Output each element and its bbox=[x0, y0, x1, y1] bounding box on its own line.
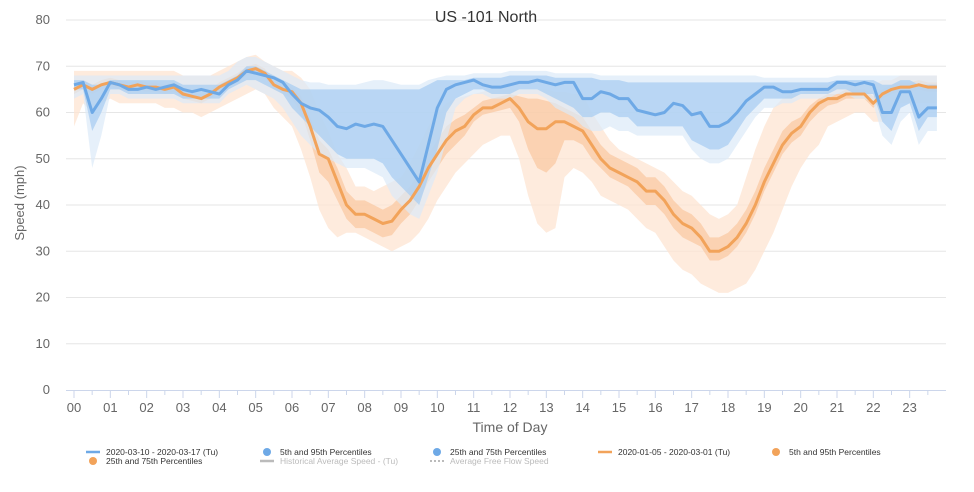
legend-label: 25th and 75th Percentiles bbox=[450, 447, 546, 457]
x-tick-label: 01 bbox=[103, 400, 117, 415]
band-orange-25-75 bbox=[74, 63, 937, 261]
y-tick-label: 10 bbox=[36, 336, 50, 351]
chart-title: US -101 North bbox=[435, 9, 537, 26]
y-tick-label: 20 bbox=[36, 290, 50, 305]
y-tick-label: 0 bbox=[43, 382, 50, 397]
y-tick-label: 70 bbox=[36, 58, 50, 73]
series-lines bbox=[73, 67, 937, 253]
x-tick-label: 16 bbox=[648, 400, 662, 415]
x-tick-label: 20 bbox=[793, 400, 807, 415]
x-tick-label: 22 bbox=[866, 400, 880, 415]
line-blue-series bbox=[73, 69, 937, 184]
y-tick-label: 40 bbox=[36, 197, 50, 212]
x-tick-label: 03 bbox=[176, 400, 190, 415]
x-tick-label: 04 bbox=[212, 400, 226, 415]
band-blue-25-75 bbox=[74, 66, 937, 205]
legend-label: 5th and 95th Percentiles bbox=[789, 447, 881, 457]
x-tick-label: 00 bbox=[67, 400, 81, 415]
x-tick-label: 08 bbox=[357, 400, 371, 415]
x-tick-label: 17 bbox=[684, 400, 698, 415]
legend-label: Average Free Flow Speed bbox=[450, 456, 549, 466]
legend-label: 2020-01-05 - 2020-03-01 (Tu) bbox=[618, 447, 730, 457]
x-tick-label: 02 bbox=[139, 400, 153, 415]
y-tick-label: 60 bbox=[36, 105, 50, 120]
legend-label: 25th and 75th Percentiles bbox=[106, 456, 202, 466]
legend-label: Historical Average Speed - (Tu) bbox=[280, 456, 398, 466]
x-axis-label: Time of Day bbox=[473, 419, 548, 435]
legend-item[interactable]: 2020-01-05 - 2020-03-01 (Tu) bbox=[598, 447, 730, 457]
x-tick-label: 18 bbox=[721, 400, 735, 415]
x-tick-label: 12 bbox=[503, 400, 517, 415]
x-tick-label: 06 bbox=[285, 400, 299, 415]
legend-item[interactable]: 2020-03-10 - 2020-03-17 (Tu) bbox=[86, 447, 218, 457]
legend: 2020-03-10 - 2020-03-17 (Tu) 5th and 95th… bbox=[86, 447, 881, 466]
x-tick-label: 11 bbox=[467, 400, 481, 415]
y-tick-label: 50 bbox=[36, 151, 50, 166]
x-tick-label: 10 bbox=[430, 400, 444, 415]
legend-dot-icon bbox=[433, 448, 441, 456]
legend-item[interactable]: 5th and 95th Percentiles bbox=[263, 447, 372, 457]
legend-dot-icon bbox=[89, 457, 97, 465]
legend-item[interactable]: 5th and 95th Percentiles bbox=[772, 447, 881, 457]
x-tick-label: 13 bbox=[539, 400, 553, 415]
x-tick-label: 19 bbox=[757, 400, 771, 415]
grid bbox=[66, 19, 946, 345]
x-tick-label: 21 bbox=[830, 400, 844, 415]
x-tick-label: 23 bbox=[902, 400, 916, 415]
legend-dot-icon bbox=[772, 448, 780, 456]
legend-item[interactable]: Average Free Flow Speed bbox=[430, 456, 549, 466]
legend-item[interactable]: 25th and 75th Percentiles bbox=[89, 456, 202, 466]
y-tick-label: 80 bbox=[36, 12, 50, 27]
legend-label: 2020-03-10 - 2020-03-17 (Tu) bbox=[106, 447, 218, 457]
axes: 0 10 20 30 40 50 60 70 80 00 01 02 03 04 05 06 07 08 09 10 1… bbox=[36, 12, 946, 415]
legend-item[interactable]: Historical Average Speed - (Tu) bbox=[260, 456, 398, 466]
legend-label: 5th and 95th Percentiles bbox=[280, 447, 372, 457]
y-axis-label: Speed (mph) bbox=[12, 165, 27, 240]
legend-dot-icon bbox=[263, 448, 271, 456]
x-tick-label: 05 bbox=[248, 400, 262, 415]
x-tick-label: 09 bbox=[394, 400, 408, 415]
x-tick-label: 14 bbox=[575, 400, 589, 415]
x-tick-label: 15 bbox=[612, 400, 626, 415]
percentile-bands bbox=[74, 54, 937, 293]
x-tick-label: 07 bbox=[321, 400, 335, 415]
legend-item[interactable]: 25th and 75th Percentiles bbox=[433, 447, 546, 457]
y-tick-label: 30 bbox=[36, 243, 50, 258]
line-orange-series bbox=[73, 67, 937, 253]
